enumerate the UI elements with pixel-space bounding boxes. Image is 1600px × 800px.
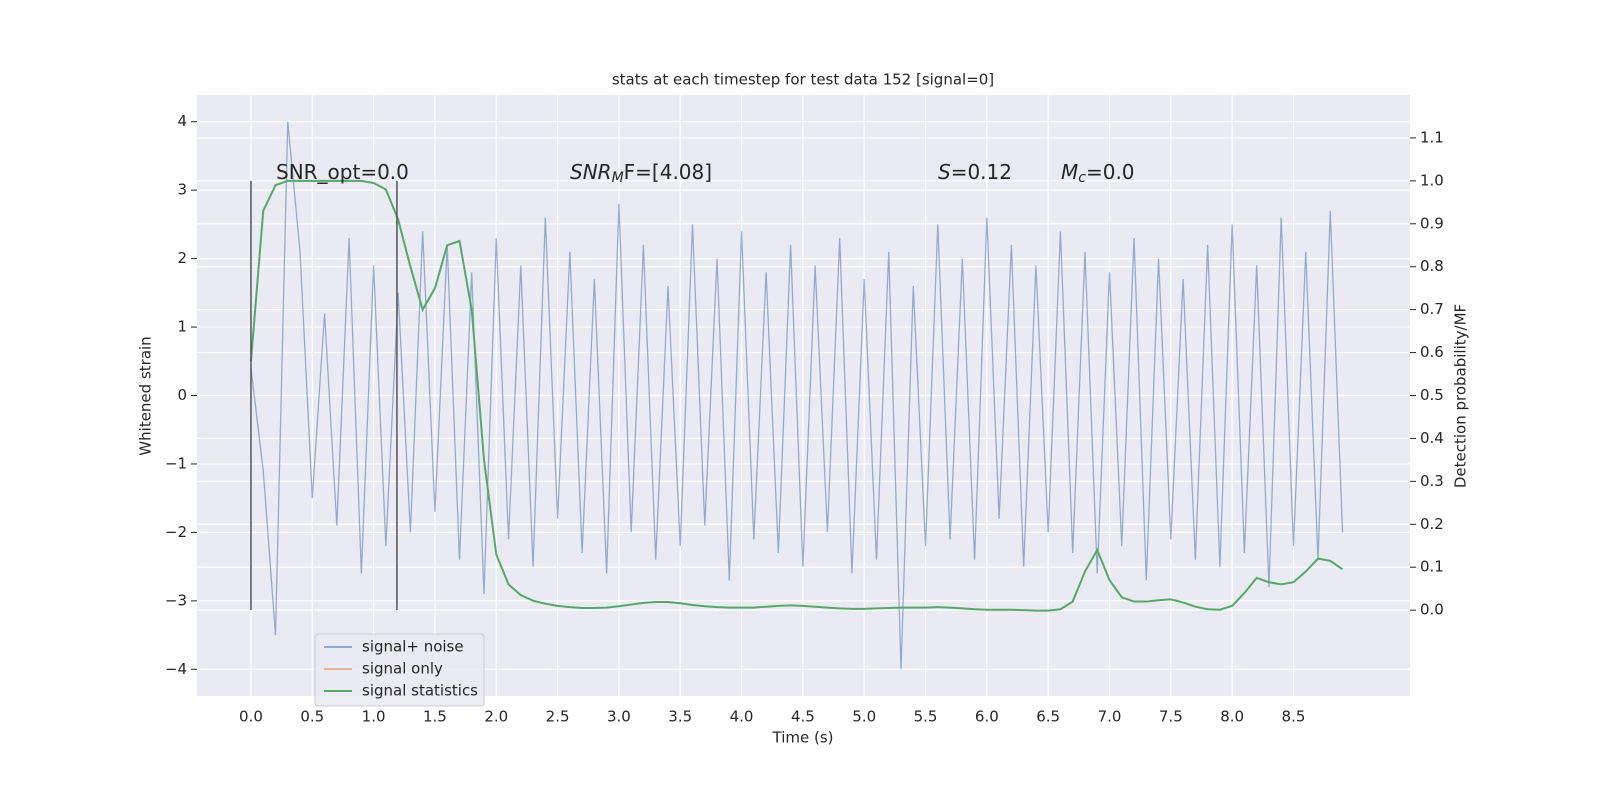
- legend-label: signal+ noise: [362, 638, 464, 656]
- y2-tick-label: 0.8: [1420, 257, 1444, 275]
- legend-box: [314, 633, 485, 707]
- y-tick-label: −2: [165, 523, 187, 541]
- y2-tick-label: 0.2: [1420, 515, 1444, 533]
- annotation: SNR_opt=0.0: [276, 160, 409, 184]
- y-tick-label: −1: [165, 454, 187, 472]
- y2-axis-label: Detection probability/MF: [1452, 304, 1470, 488]
- y2-tick-label: 0.0: [1420, 601, 1444, 619]
- y2-tick-label: 0.9: [1420, 214, 1444, 232]
- x-tick-label: 0.0: [239, 708, 263, 726]
- annotation-main: M: [1061, 160, 1078, 184]
- x-tick-label: 0.5: [300, 708, 324, 726]
- series-line: [249, 179, 1344, 612]
- chart-title: stats at each timestep for test data 152…: [612, 71, 994, 89]
- y-tick-label: −4: [165, 660, 187, 678]
- y-tick-label: 3: [177, 181, 187, 199]
- y2-tick-label: 0.5: [1420, 386, 1444, 404]
- annotation-main: S: [938, 160, 951, 184]
- x-tick-label: 7.5: [1159, 708, 1183, 726]
- annotation-rest: =0.12: [951, 160, 1012, 184]
- x-tick-label: 3.0: [607, 708, 631, 726]
- x-tick-label: 5.0: [852, 708, 876, 726]
- y-tick-label: 0: [177, 386, 187, 404]
- x-tick-label: 4.5: [791, 708, 815, 726]
- x-tick-label: 8.5: [1282, 708, 1306, 726]
- annotation: Mc=0.0: [1061, 160, 1135, 187]
- x-tick-label: 3.5: [668, 708, 692, 726]
- x-tick-label: 5.5: [914, 708, 938, 726]
- y-axis-label: Whitened strain: [137, 336, 155, 455]
- series-line: [250, 121, 1344, 670]
- annotation-main: SNR: [570, 160, 612, 184]
- annotation-rest: =0.0: [1086, 160, 1135, 184]
- legend-label: signal statistics: [362, 682, 478, 700]
- x-tick-label: 6.5: [1036, 708, 1060, 726]
- x-axis-label: Time (s): [772, 729, 834, 747]
- y2-tick-label: 0.3: [1420, 472, 1444, 490]
- y-tick-label: 4: [177, 112, 187, 130]
- annotation: SNRMF=[4.08]: [570, 160, 712, 187]
- y2-tick-label: 0.1: [1420, 558, 1444, 576]
- annotation: S=0.12: [938, 160, 1012, 184]
- y2-tick-label: 0.4: [1420, 429, 1444, 447]
- annotation-rest: F=[4.08]: [624, 160, 712, 184]
- annotation-sub: c: [1078, 170, 1086, 186]
- annotation-sub: M: [612, 170, 624, 186]
- x-tick-label: 8.0: [1220, 708, 1244, 726]
- y-tick-label: 1: [177, 318, 187, 336]
- y2-tick-label: 0.7: [1420, 300, 1444, 318]
- x-tick-label: 4.0: [730, 708, 754, 726]
- y-tick-label: −3: [165, 591, 187, 609]
- legend-label: signal only: [362, 660, 443, 678]
- y2-tick-label: 0.6: [1420, 343, 1444, 361]
- y2-tick-label: 1.1: [1420, 128, 1444, 146]
- x-tick-label: 1.5: [423, 708, 447, 726]
- x-tick-label: 7.0: [1098, 708, 1122, 726]
- annotation-main: SNR_opt=0.0: [276, 160, 409, 184]
- y-tick-label: 2: [177, 249, 187, 267]
- x-tick-label: 6.0: [975, 708, 999, 726]
- x-tick-label: 1.0: [362, 708, 386, 726]
- x-tick-label: 2.5: [546, 708, 570, 726]
- y2-tick-label: 1.0: [1420, 171, 1444, 189]
- x-tick-label: 2.0: [484, 708, 508, 726]
